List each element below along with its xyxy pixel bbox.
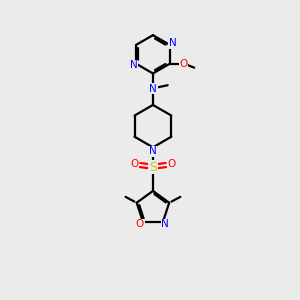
Text: O: O	[167, 159, 175, 169]
Text: N: N	[161, 220, 169, 230]
Text: O: O	[179, 59, 188, 69]
Text: O: O	[136, 220, 144, 230]
Text: N: N	[149, 84, 157, 94]
Text: S: S	[149, 161, 157, 174]
Text: N: N	[130, 60, 137, 70]
Text: O: O	[130, 159, 139, 169]
Text: N: N	[169, 38, 176, 48]
Text: N: N	[149, 146, 157, 156]
